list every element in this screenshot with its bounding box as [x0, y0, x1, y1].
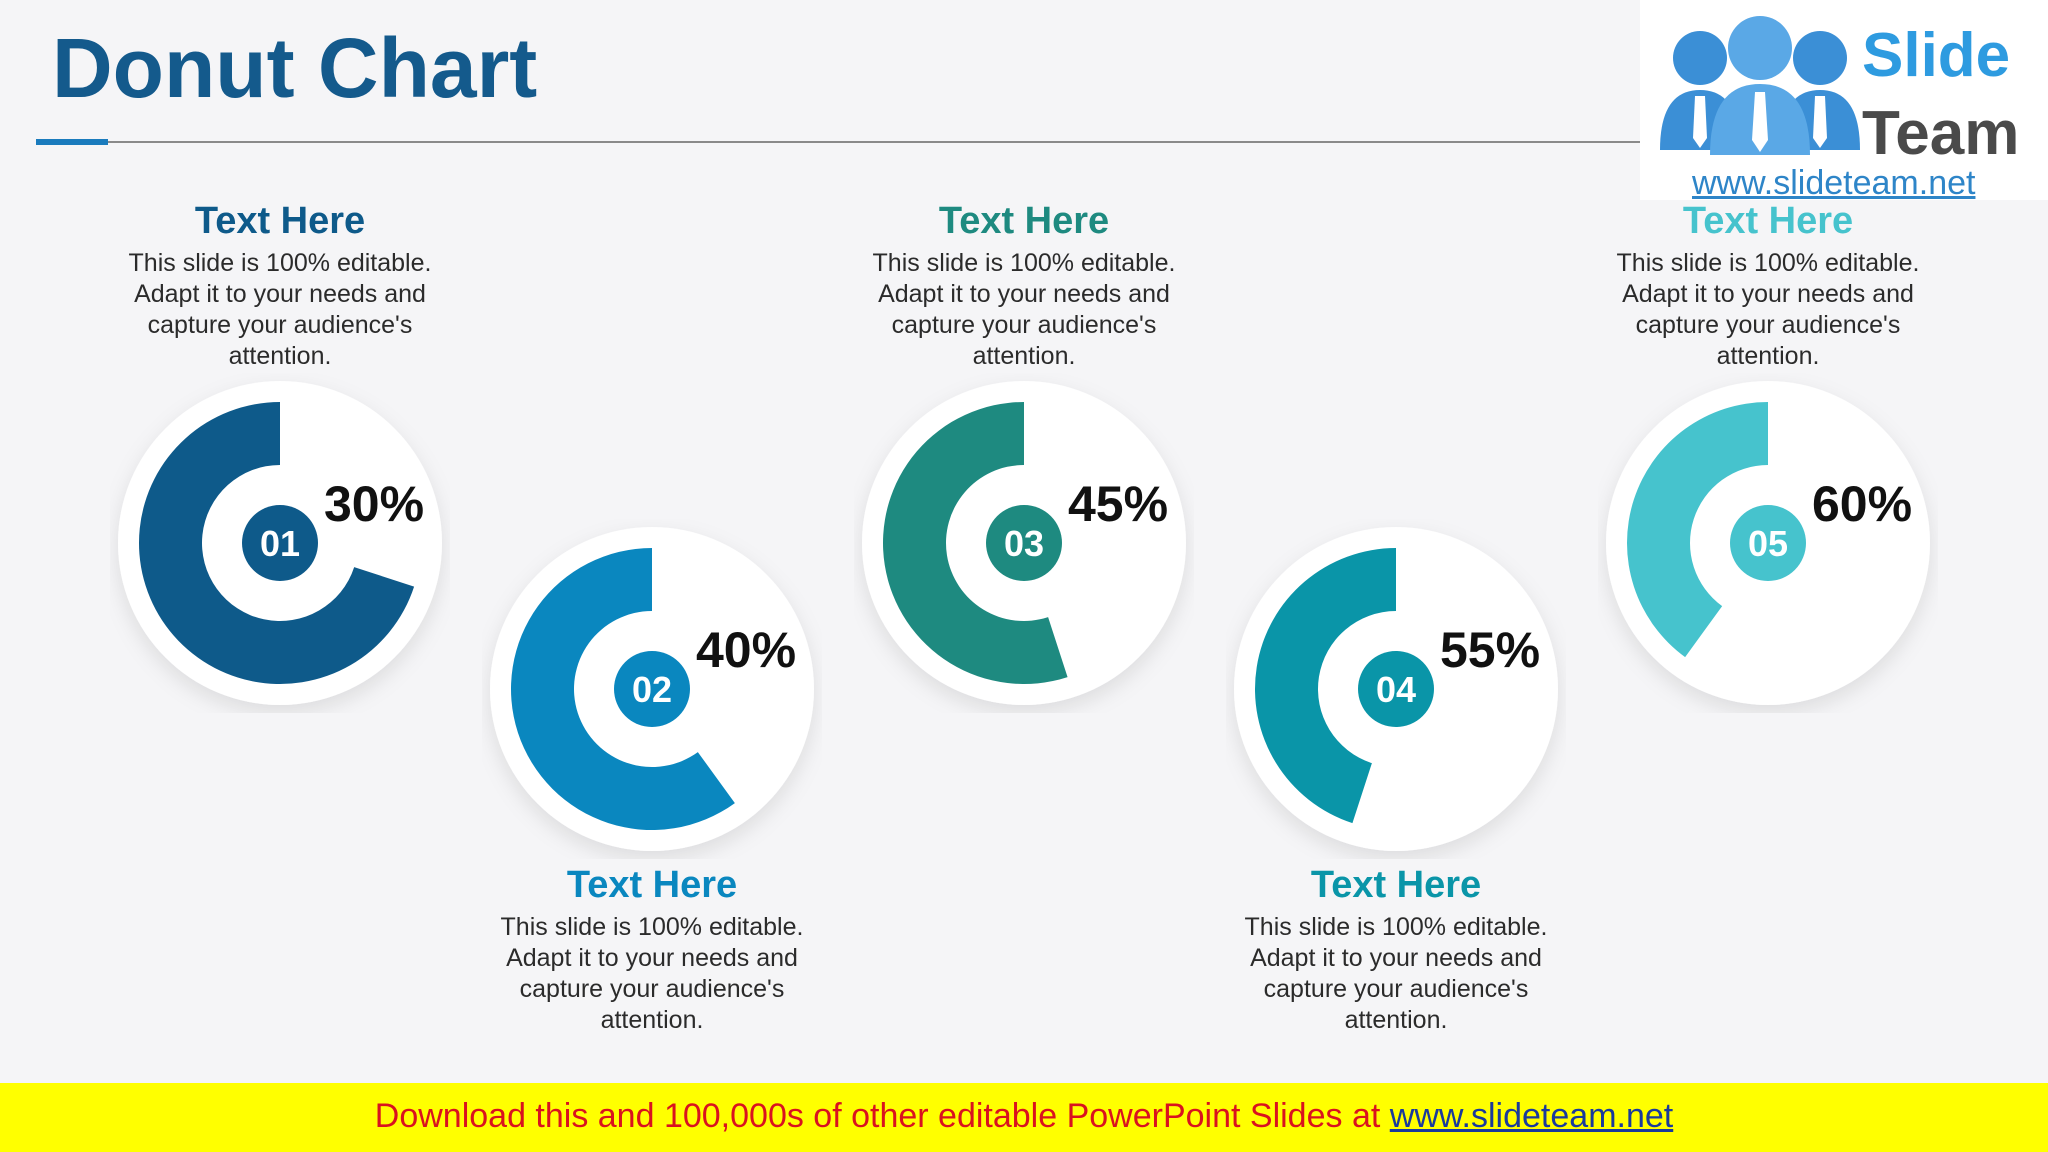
- item-5-text: Text Here This slide is 100% editable. A…: [1598, 198, 1938, 372]
- logo-word-team: Team: [1862, 99, 2020, 168]
- donut-1-number: 01: [260, 523, 300, 564]
- item-4-text: Text Here This slide is 100% editable. A…: [1226, 862, 1566, 1036]
- donut-4-percent: 55%: [1440, 622, 1541, 678]
- donut-5-percent: 60%: [1812, 476, 1913, 532]
- donut-1: 01: [110, 373, 450, 713]
- donut-5-segment: [1627, 402, 1768, 658]
- donut-5: 05: [1598, 373, 1938, 713]
- donut-4-center-badge: [1358, 651, 1434, 727]
- page-title: Donut Chart: [52, 21, 538, 115]
- donut-3-number: 03: [1004, 523, 1044, 564]
- people-icon: [1660, 16, 1860, 155]
- item-1-body: This slide is 100% editable. Adapt it to…: [128, 249, 432, 370]
- item-4-heading: Text Here: [1310, 864, 1482, 906]
- logo-url-link[interactable]: www.slideteam.net: [1692, 164, 1976, 202]
- donut-2-segment: [511, 548, 735, 830]
- item-3-heading: Text Here: [938, 200, 1110, 242]
- donut-2: 02: [482, 519, 822, 859]
- donut-1-percent: 30%: [324, 476, 425, 532]
- footer-text: Download this and 100,000s of other edit…: [0, 1097, 2048, 1136]
- donut-2-center-badge: [614, 651, 690, 727]
- footer-banner: Download this and 100,000s of other edit…: [0, 1083, 2048, 1152]
- item-5-body: This slide is 100% editable. Adapt it to…: [1616, 249, 1920, 370]
- item-2-heading: Text Here: [566, 864, 738, 906]
- donut-5-number: 05: [1748, 523, 1788, 564]
- item-5-heading: Text Here: [1682, 200, 1854, 242]
- donut-5-svg: 05: [1606, 381, 1930, 705]
- donut-2-percent: 40%: [696, 622, 797, 678]
- title-divider-accent: [36, 139, 108, 145]
- footer-link[interactable]: www.slideteam.net: [1389, 1097, 1674, 1135]
- item-2-body: This slide is 100% editable. Adapt it to…: [500, 913, 804, 1034]
- donut-1-svg: 01: [118, 381, 442, 705]
- item-4-body: This slide is 100% editable. Adapt it to…: [1244, 913, 1548, 1034]
- donut-3-percent: 45%: [1068, 476, 1169, 532]
- donut-3-svg: 03: [862, 381, 1186, 705]
- donut-4: 04: [1226, 519, 1566, 859]
- item-2-text: Text Here This slide is 100% editable. A…: [482, 862, 822, 1036]
- donut-4-segment: [1255, 548, 1396, 824]
- slideteam-logo[interactable]: Slide Team www.slideteam.net: [1640, 0, 2048, 202]
- item-3-text: Text Here This slide is 100% editable. A…: [854, 198, 1194, 372]
- donut-4-number: 04: [1376, 669, 1416, 710]
- item-3-body: This slide is 100% editable. Adapt it to…: [872, 249, 1176, 370]
- logo-word-slide: Slide: [1862, 21, 2011, 90]
- donut-1-segment: [138, 402, 415, 684]
- donut-2-svg: 02: [490, 527, 814, 851]
- donut-3-center-badge: [986, 505, 1062, 581]
- donut-4-svg: 04: [1234, 527, 1558, 851]
- item-1-heading: Text Here: [194, 200, 366, 242]
- item-1-text: Text Here This slide is 100% editable. A…: [110, 198, 450, 372]
- donut-2-number: 02: [632, 669, 672, 710]
- donut-3-segment: [882, 402, 1068, 684]
- footer-message: Download this and 100,000s of other edit…: [374, 1097, 1390, 1135]
- donut-5-center-badge: [1730, 505, 1806, 581]
- title-divider: [36, 141, 2032, 143]
- donut-3: 03: [854, 373, 1194, 713]
- donut-1-center-badge: [242, 505, 318, 581]
